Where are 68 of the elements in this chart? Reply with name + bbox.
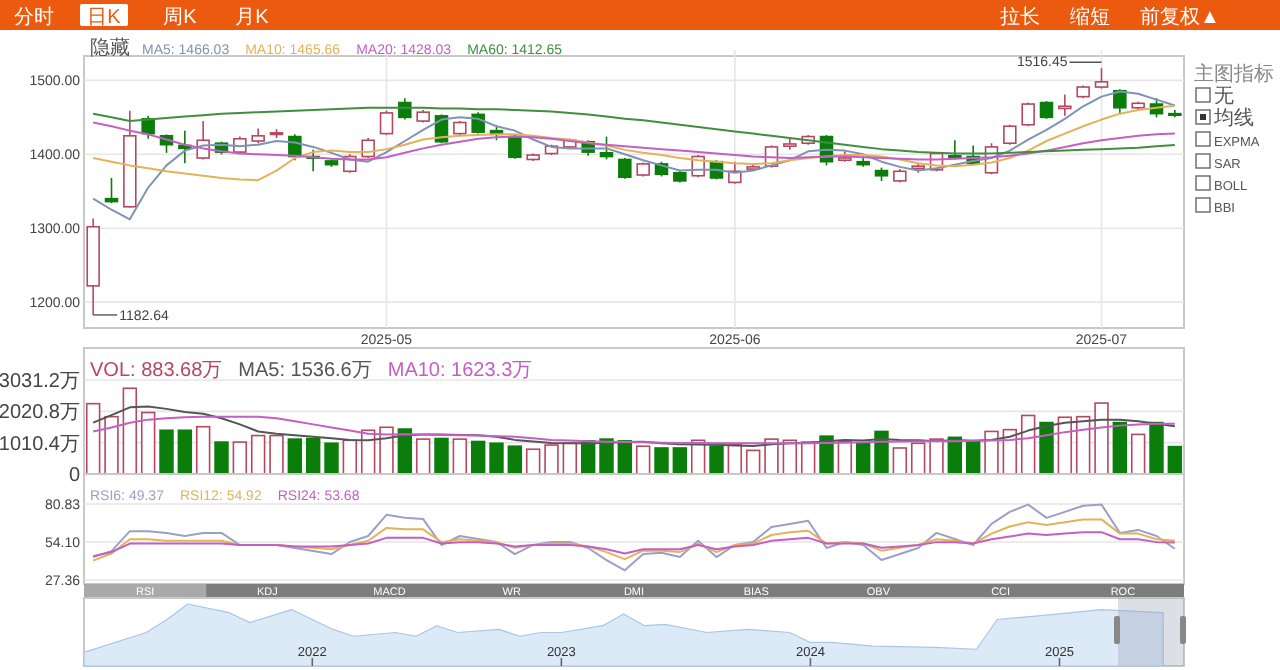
bar [232, 441, 248, 475]
bar [434, 437, 449, 475]
bar [324, 442, 339, 475]
bar [122, 387, 138, 475]
bar [599, 438, 614, 475]
bar [250, 434, 266, 475]
bar [214, 441, 229, 475]
candlestick [1058, 93, 1072, 117]
bar [269, 434, 284, 475]
bar [525, 448, 541, 475]
text: 前复权▲ [1140, 5, 1220, 29]
bar [489, 442, 504, 475]
bar [892, 447, 908, 475]
bar [764, 438, 779, 475]
y-tick-label: 0 [68, 465, 81, 487]
bar [85, 402, 101, 475]
bar [654, 447, 669, 475]
text: 月K [235, 7, 270, 29]
text: 均线 [1212, 106, 1254, 130]
candlestick [599, 135, 614, 161]
bar [452, 438, 468, 475]
bar [1149, 421, 1164, 475]
bar [287, 438, 303, 475]
candlestick [471, 111, 485, 135]
bar [544, 444, 559, 475]
bar [1039, 421, 1054, 475]
bar [140, 411, 156, 475]
text: 周K [163, 7, 198, 29]
text: 主图指标 [1194, 62, 1274, 86]
bar [305, 437, 321, 475]
bar [195, 425, 211, 475]
bar [177, 429, 193, 475]
bar [470, 440, 486, 475]
bar [415, 438, 431, 475]
bar [672, 447, 688, 475]
bar [709, 445, 724, 475]
bar [379, 426, 394, 475]
y-tick-label: 3031.2万 [0, 371, 80, 393]
bar [874, 430, 889, 475]
bar [635, 445, 651, 475]
candlestick [379, 109, 394, 136]
bar [910, 442, 926, 475]
bar [1094, 402, 1109, 475]
text: 拉长 [1000, 5, 1040, 29]
y-tick-label: 2020.8万 [0, 402, 80, 425]
series-label: VOL: 883.68万 [90, 360, 223, 382]
bar [507, 445, 523, 475]
candlestick [508, 134, 522, 160]
bar [929, 438, 944, 475]
text: 缩短 [1070, 5, 1110, 29]
legend-title: 隐藏 [90, 36, 130, 60]
text: 无 [1214, 86, 1234, 108]
text: MA10: 1623.3万 [387, 360, 533, 382]
bar [1167, 445, 1183, 475]
candlestick [1113, 88, 1127, 115]
bar [1130, 433, 1146, 475]
bar [819, 435, 834, 475]
text: 分时 [14, 5, 54, 29]
y-tick-label: 1010.4万 [0, 433, 80, 456]
candlestick [618, 157, 632, 180]
bar [1112, 421, 1128, 475]
bar [855, 442, 871, 475]
bar [159, 429, 174, 475]
candlestick [1094, 67, 1109, 90]
text: 日K [87, 7, 122, 29]
bar [984, 430, 999, 475]
series-label: MA5: 1536.6万 [238, 360, 372, 382]
bar [104, 415, 119, 475]
